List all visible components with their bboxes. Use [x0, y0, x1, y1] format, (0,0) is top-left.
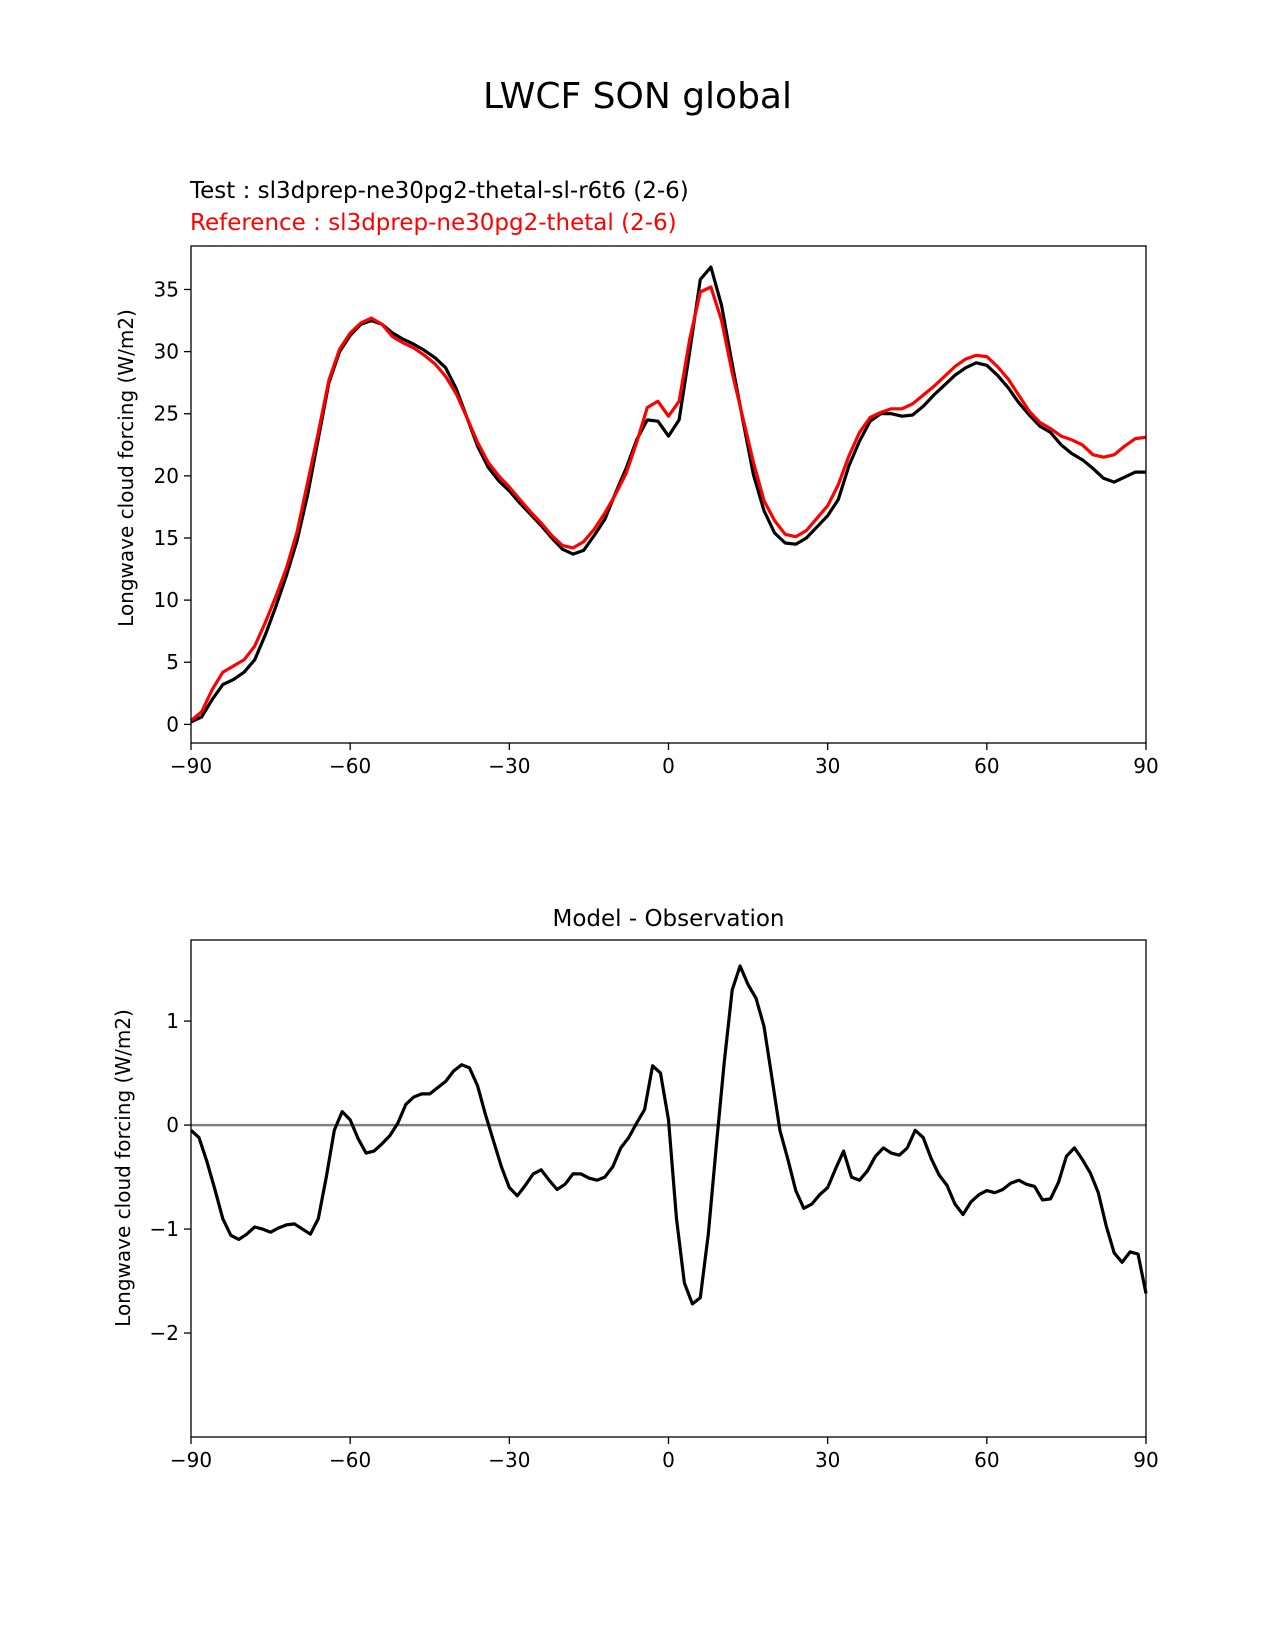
- top-chart-ytick-label: 25: [154, 402, 179, 426]
- top-chart-ytick-label: 5: [166, 650, 179, 674]
- bottom-chart-frame: [190, 939, 1147, 1438]
- bottom-chart-plot-area: [189, 964, 1148, 1306]
- bottom-chart-ytick-label: 1: [166, 1009, 179, 1033]
- bottom-chart-ytick-label: −2: [150, 1321, 179, 1345]
- top-chart: Test : sl3dprep-ne30pg2-thetal-sl-r6t6 (…: [114, 178, 1159, 778]
- top-chart-series-line-0: [190, 265, 1146, 724]
- top-chart-xtick-label: 90: [1133, 754, 1158, 778]
- bottom-chart-ylabel: Longwave cloud forcing (W/m2): [111, 1009, 135, 1327]
- top-chart-ytick-label: 35: [154, 277, 179, 301]
- top-chart-title-test: Test : sl3dprep-ne30pg2-thetal-sl-r6t6 (…: [189, 178, 689, 204]
- top-chart-ytick-label: 10: [154, 588, 179, 612]
- top-chart-xticks: −90 −60 −30 0 30 60 90: [170, 743, 1159, 778]
- figure-suptitle: LWCF SON global: [483, 76, 792, 117]
- top-chart-ytick-label: 15: [154, 526, 179, 550]
- bottom-chart-xtick-label: 60: [974, 1448, 999, 1472]
- bottom-chart-ytick-label: −1: [150, 1217, 179, 1241]
- top-chart-xtick-label: 30: [815, 754, 840, 778]
- top-chart-xtick-label: −60: [329, 754, 371, 778]
- top-chart-title-reference: Reference : sl3dprep-ne30pg2-thetal (2-6…: [190, 210, 677, 236]
- top-chart-frame: [190, 245, 1147, 744]
- top-chart-ytick-label: 20: [154, 464, 179, 488]
- bottom-chart-xtick-label: −30: [488, 1448, 530, 1472]
- top-chart-yticks: 0 5 10 15 20 25 30 35: [154, 277, 191, 736]
- top-chart-ytick-label: 0: [166, 712, 179, 736]
- bottom-chart-yticks: −2 −1 0 1: [150, 1009, 191, 1345]
- bottom-chart: Model - Observation Longwave cloud forci…: [111, 906, 1159, 1472]
- bottom-chart-ytick-label: 0: [166, 1113, 179, 1137]
- bottom-chart-xticks: −90 −60 −30 0 30 60 90: [170, 1437, 1159, 1472]
- top-chart-plot-area: [189, 265, 1147, 724]
- top-chart-ylabel: Longwave cloud forcing (W/m2): [114, 309, 138, 627]
- top-chart-xtick-label: 60: [974, 754, 999, 778]
- bottom-chart-xtick-label: 0: [662, 1448, 675, 1472]
- top-chart-xtick-label: 0: [662, 754, 675, 778]
- bottom-chart-xtick-label: −60: [329, 1448, 371, 1472]
- top-chart-xtick-label: −30: [488, 754, 530, 778]
- bottom-chart-series-line-0: [189, 964, 1148, 1306]
- bottom-chart-xtick-label: −90: [170, 1448, 212, 1472]
- top-chart-series-line-1: [189, 285, 1147, 722]
- top-chart-ytick-label: 30: [154, 340, 179, 364]
- bottom-chart-xtick-label: 90: [1133, 1448, 1158, 1472]
- bottom-chart-xtick-label: 30: [815, 1448, 840, 1472]
- top-chart-xtick-label: −90: [170, 754, 212, 778]
- bottom-chart-title: Model - Observation: [552, 906, 784, 932]
